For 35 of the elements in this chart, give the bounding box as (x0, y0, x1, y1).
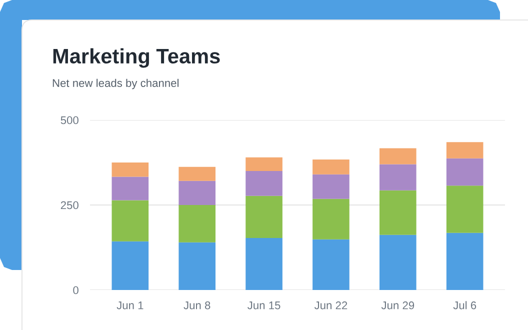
bar (112, 162, 149, 177)
bar (446, 142, 484, 158)
x-tick-label: Jun 8 (184, 301, 210, 310)
bar (312, 174, 350, 199)
bar (112, 176, 149, 200)
bar (379, 234, 416, 290)
bar (379, 190, 416, 235)
bar (446, 158, 484, 186)
x-tick-label: Jun 15 (248, 302, 280, 310)
bar (446, 186, 484, 233)
chart-title: Marketing Teams (53, 48, 220, 68)
x-tick-label: Jun 29 (381, 301, 414, 310)
bar (379, 164, 416, 190)
bar (178, 180, 216, 205)
bar (379, 148, 416, 164)
bar (246, 171, 282, 196)
x-tick-label: Jun 22 (314, 301, 348, 310)
bar (178, 205, 216, 242)
bar (246, 238, 282, 290)
y-tick-label: 250 (60, 201, 78, 210)
bar (246, 196, 282, 238)
bar (312, 159, 350, 174)
bar (446, 232, 484, 290)
y-tick-label: 500 (60, 116, 78, 124)
bar (178, 242, 216, 290)
bar (112, 241, 149, 290)
y-tick-label: 0 (73, 286, 78, 294)
x-tick-label: Jun 1 (116, 302, 144, 310)
bar (246, 157, 282, 171)
bar (178, 166, 216, 181)
bar (312, 239, 350, 290)
chart-subtitle: Net new leads by channel (52, 78, 178, 90)
x-tick-label: Jul 6 (453, 301, 476, 310)
bar (112, 200, 149, 242)
bar (312, 198, 350, 240)
